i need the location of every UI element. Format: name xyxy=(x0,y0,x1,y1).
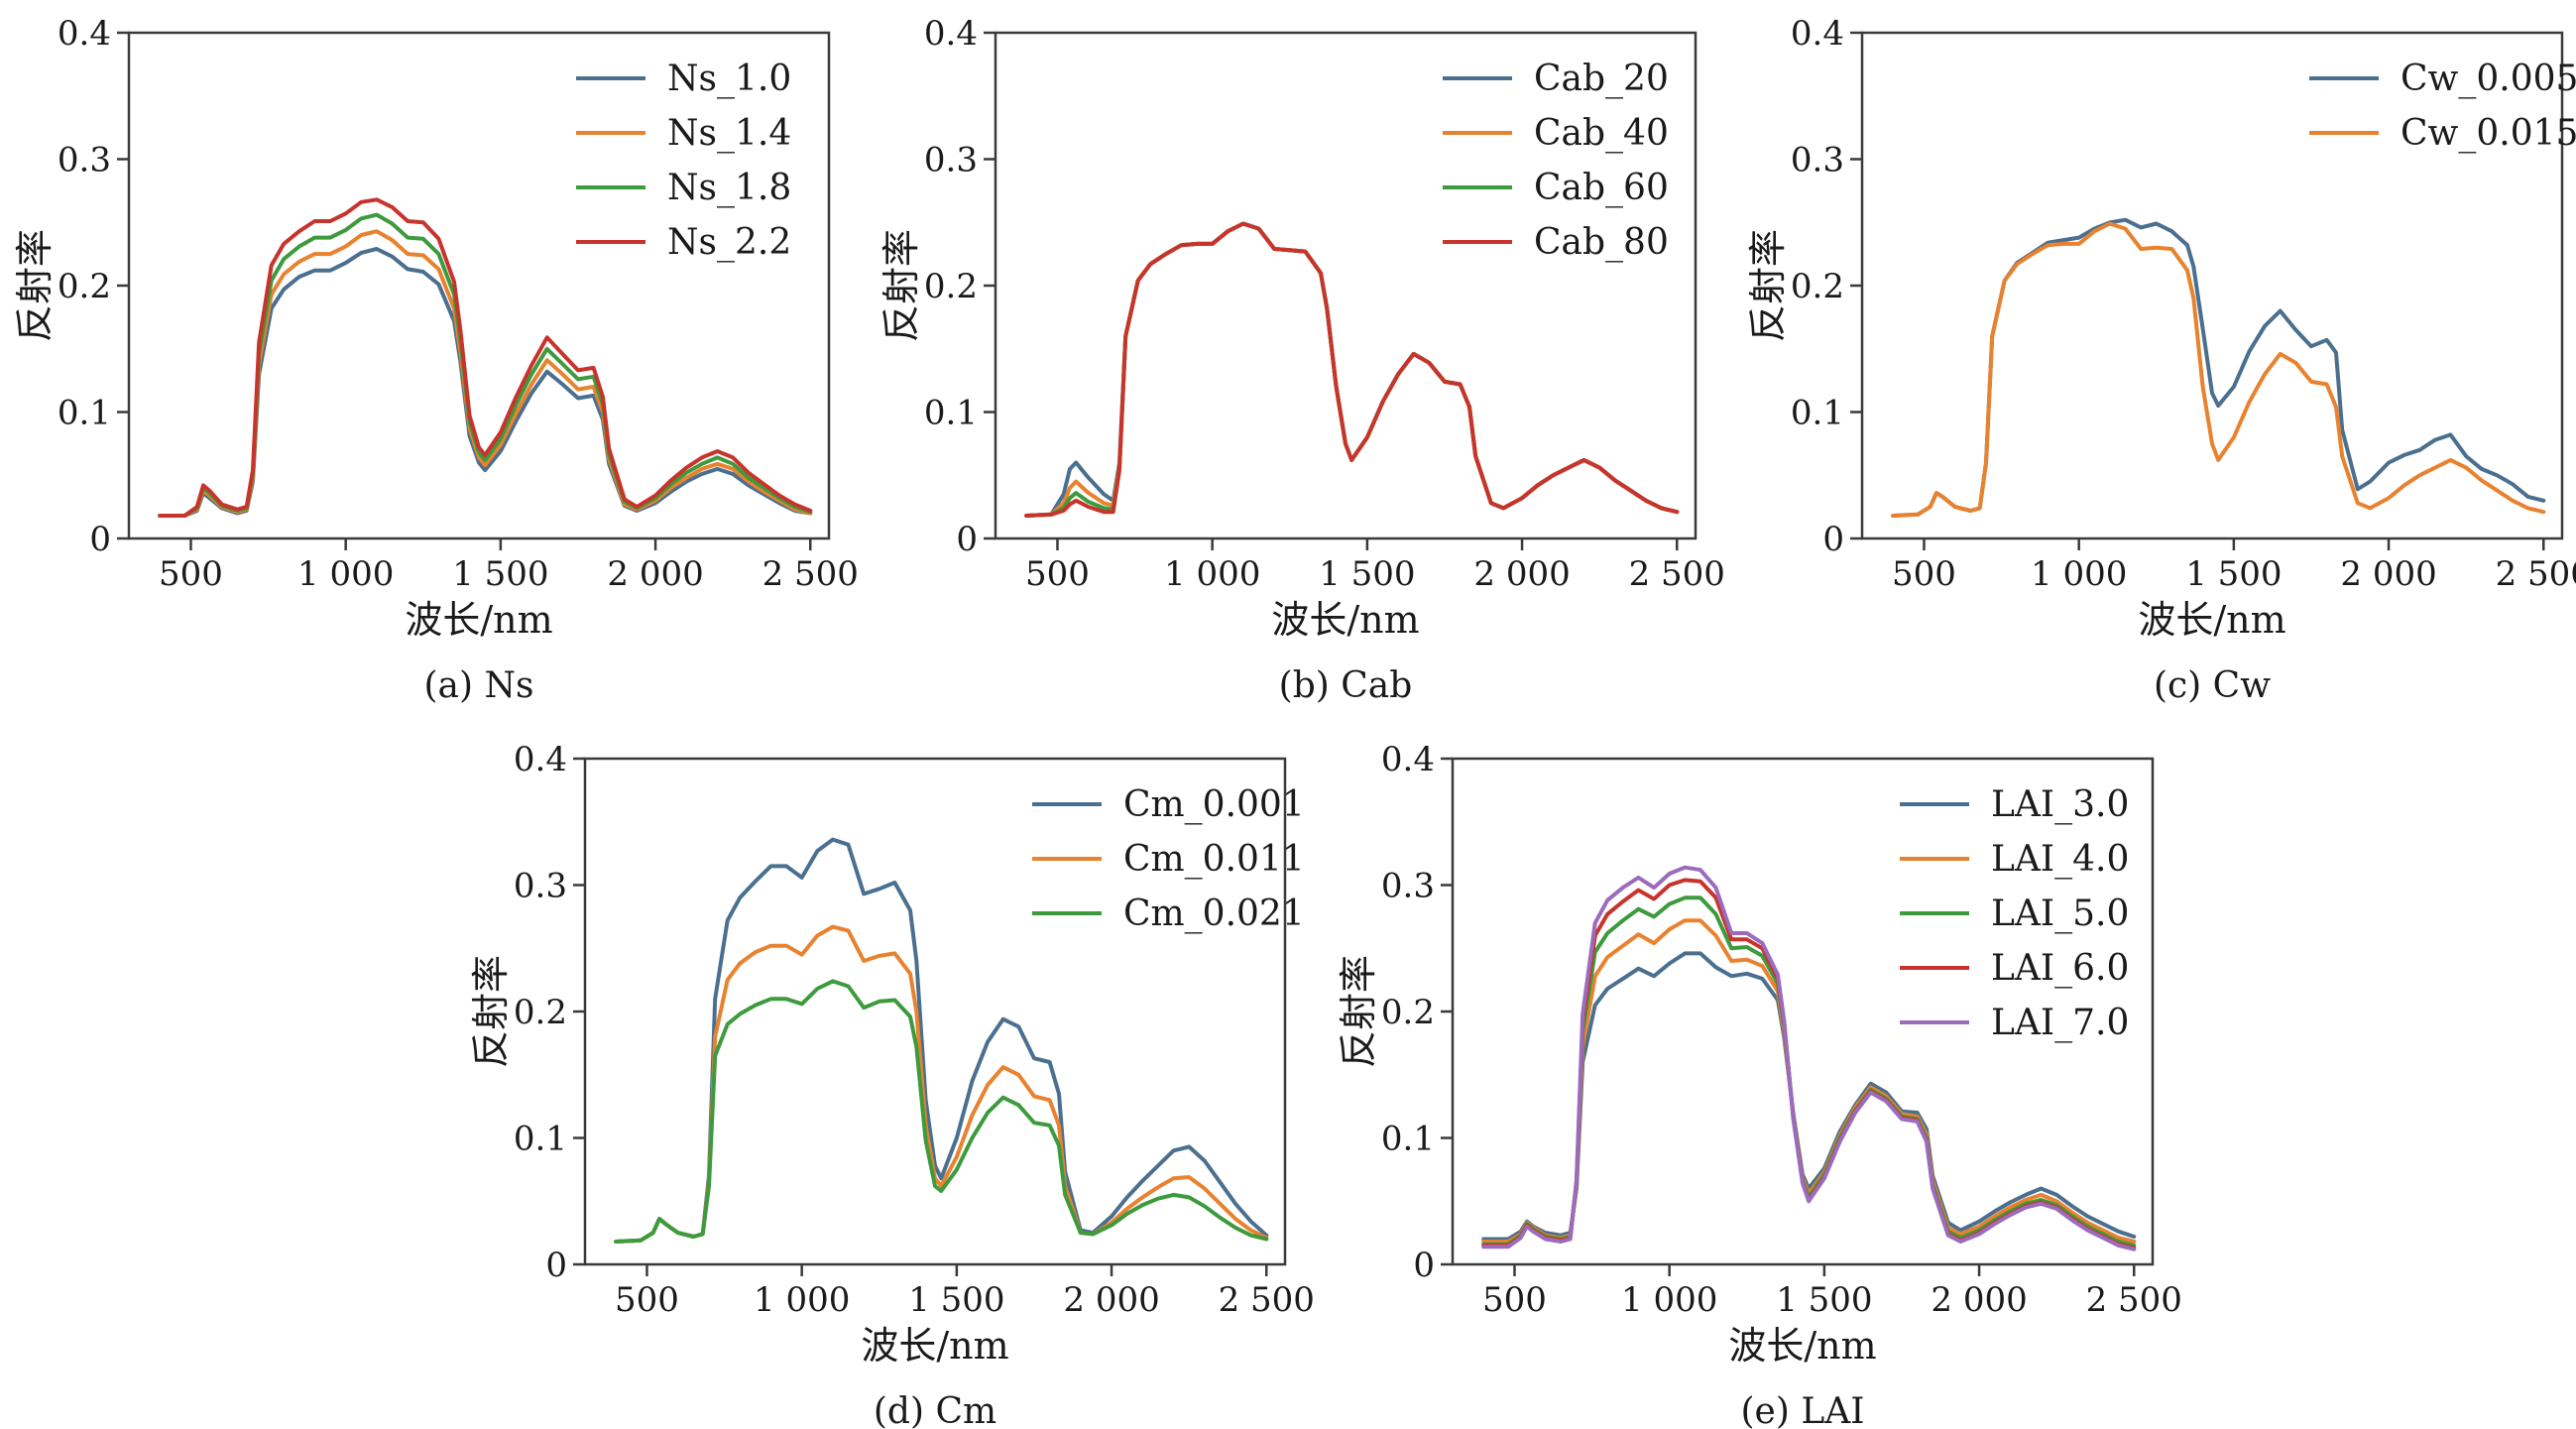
legend-label: LAI_7.0 xyxy=(1991,1003,2129,1043)
panel-caption: (e) LAI xyxy=(1741,1391,1865,1429)
x-tick-label: 1 000 xyxy=(297,554,394,594)
x-tick-label: 2 000 xyxy=(1473,554,1570,594)
y-tick-label: 0.1 xyxy=(514,1120,567,1159)
x-tick-label: 500 xyxy=(1892,554,1956,594)
x-axis-title: 波长/nm xyxy=(1271,598,1419,642)
legend-label: Cab_20 xyxy=(1534,59,1669,99)
series-line-LAI_7.0 xyxy=(1481,865,2137,1251)
y-tick-label: 0 xyxy=(956,520,978,559)
y-tick-label: 0.1 xyxy=(1791,394,1844,433)
y-axis-title: 反射率 xyxy=(469,955,513,1068)
legend-label: Cm_0.021 xyxy=(1123,893,1305,934)
series-line-Cab_80 xyxy=(1024,221,1680,518)
chart-panel-b: 0 0.1 0.2 0.3 0.4 500 1 000 1 500 2 000 2 500 波长/n… xyxy=(879,14,1725,706)
x-tick-label: 1 000 xyxy=(1164,554,1260,594)
x-tick-label: 1 000 xyxy=(2031,554,2127,594)
x-axis-title: 波长/nm xyxy=(2138,598,2285,642)
x-axis-title: 波长/nm xyxy=(405,598,552,642)
series-line-Ns_2.2 xyxy=(158,197,813,518)
x-tick-label: 1 500 xyxy=(908,1280,1004,1320)
legend-label: Cab_80 xyxy=(1534,222,1669,263)
legend-label: LAI_5.0 xyxy=(1991,893,2129,934)
y-tick-label: 0.2 xyxy=(514,993,567,1032)
y-tick-label: 0.2 xyxy=(924,267,978,306)
series-line-Cm_0.021 xyxy=(614,979,1269,1244)
x-tick-label: 2 500 xyxy=(1629,554,1725,594)
y-tick-label: 0 xyxy=(545,1246,567,1285)
y-axis-title: 反射率 xyxy=(1746,229,1790,342)
chart-panel-e: 0 0.1 0.2 0.3 0.4 500 1 000 1 500 2 000 2 500 波长/n… xyxy=(1337,740,2182,1429)
x-tick-label: 500 xyxy=(159,554,223,594)
y-tick-label: 0.2 xyxy=(1381,993,1435,1032)
x-tick-label: 500 xyxy=(1482,1280,1547,1320)
legend-label: Cm_0.001 xyxy=(1123,784,1305,825)
y-tick-label: 0.4 xyxy=(58,14,111,54)
legend-label: Cw_0.015 xyxy=(2400,113,2576,154)
x-tick-label: 2 000 xyxy=(1931,1280,2027,1320)
x-axis-title: 波长/nm xyxy=(1728,1324,1876,1368)
legend-label: Ns_1.0 xyxy=(667,59,791,99)
legend-label: LAI_4.0 xyxy=(1991,839,2129,880)
legend-label: Cab_60 xyxy=(1534,168,1669,208)
legend-label: Ns_2.2 xyxy=(667,222,791,263)
x-axis-title: 波长/nm xyxy=(861,1324,1008,1368)
legend-label: LAI_6.0 xyxy=(1991,948,2129,989)
y-tick-label: 0.3 xyxy=(1381,867,1435,906)
panel-caption: (a) Ns xyxy=(424,665,534,706)
y-tick-label: 0.3 xyxy=(924,141,978,180)
y-tick-label: 0.2 xyxy=(58,267,111,306)
x-tick-label: 2 000 xyxy=(2340,554,2436,594)
y-tick-label: 0.1 xyxy=(1381,1120,1435,1159)
y-tick-label: 0.1 xyxy=(58,394,111,433)
legend-label: LAI_3.0 xyxy=(1991,784,2129,825)
x-tick-label: 1 500 xyxy=(1776,1280,1872,1320)
x-tick-label: 2 500 xyxy=(2086,1280,2182,1320)
x-tick-label: 500 xyxy=(1025,554,1090,594)
y-tick-label: 0 xyxy=(89,520,111,559)
y-tick-label: 0.3 xyxy=(1791,141,1844,180)
x-tick-label: 1 500 xyxy=(452,554,548,594)
y-axis-title: 反射率 xyxy=(1337,955,1380,1068)
y-axis-title: 反射率 xyxy=(13,229,57,342)
y-tick-label: 0 xyxy=(1822,520,1844,559)
legend-label: Ns_1.8 xyxy=(667,168,791,208)
panel-caption: (d) Cm xyxy=(874,1391,996,1429)
panel-caption: (b) Cab xyxy=(1279,665,1413,706)
chart-panel-a: 0 0.1 0.2 0.3 0.4 500 1 000 1 500 2 000 2 500 波长/n… xyxy=(13,14,859,706)
panel-caption: (c) Cw xyxy=(2154,665,2271,706)
x-tick-label: 2 500 xyxy=(1219,1280,1315,1320)
legend-label: Ns_1.4 xyxy=(667,113,791,154)
x-tick-label: 2 500 xyxy=(2496,554,2576,594)
x-tick-label: 1 500 xyxy=(1319,554,1415,594)
y-tick-label: 0.4 xyxy=(1791,14,1844,54)
legend-label: Cm_0.011 xyxy=(1123,839,1305,880)
x-tick-label: 500 xyxy=(615,1280,679,1320)
y-tick-label: 0.1 xyxy=(924,394,978,433)
y-tick-label: 0.4 xyxy=(514,740,567,779)
x-tick-label: 2 500 xyxy=(762,554,859,594)
series-line-Cw_0.015 xyxy=(1891,221,2546,518)
y-tick-label: 0.4 xyxy=(1381,740,1435,779)
x-tick-label: 1 000 xyxy=(1621,1280,1717,1320)
legend-label: Cw_0.005 xyxy=(2400,59,2576,99)
x-tick-label: 1 000 xyxy=(754,1280,850,1320)
chart-panel-c: 0 0.1 0.2 0.3 0.4 500 1 000 1 500 2 000 2 500 波长/n… xyxy=(1746,14,2576,706)
x-tick-label: 2 000 xyxy=(1063,1280,1159,1320)
y-tick-label: 0.4 xyxy=(924,14,978,54)
chart-panel-d: 0 0.1 0.2 0.3 0.4 500 1 000 1 500 2 000 2 500 波长/n… xyxy=(469,740,1315,1429)
x-tick-label: 1 500 xyxy=(2185,554,2282,594)
y-tick-label: 0 xyxy=(1413,1246,1435,1285)
x-tick-label: 2 000 xyxy=(607,554,703,594)
legend-label: Cab_40 xyxy=(1534,113,1669,154)
y-tick-label: 0.2 xyxy=(1791,267,1844,306)
y-tick-label: 0.3 xyxy=(514,867,567,906)
y-axis-title: 反射率 xyxy=(879,229,923,342)
y-tick-label: 0.3 xyxy=(58,141,111,180)
